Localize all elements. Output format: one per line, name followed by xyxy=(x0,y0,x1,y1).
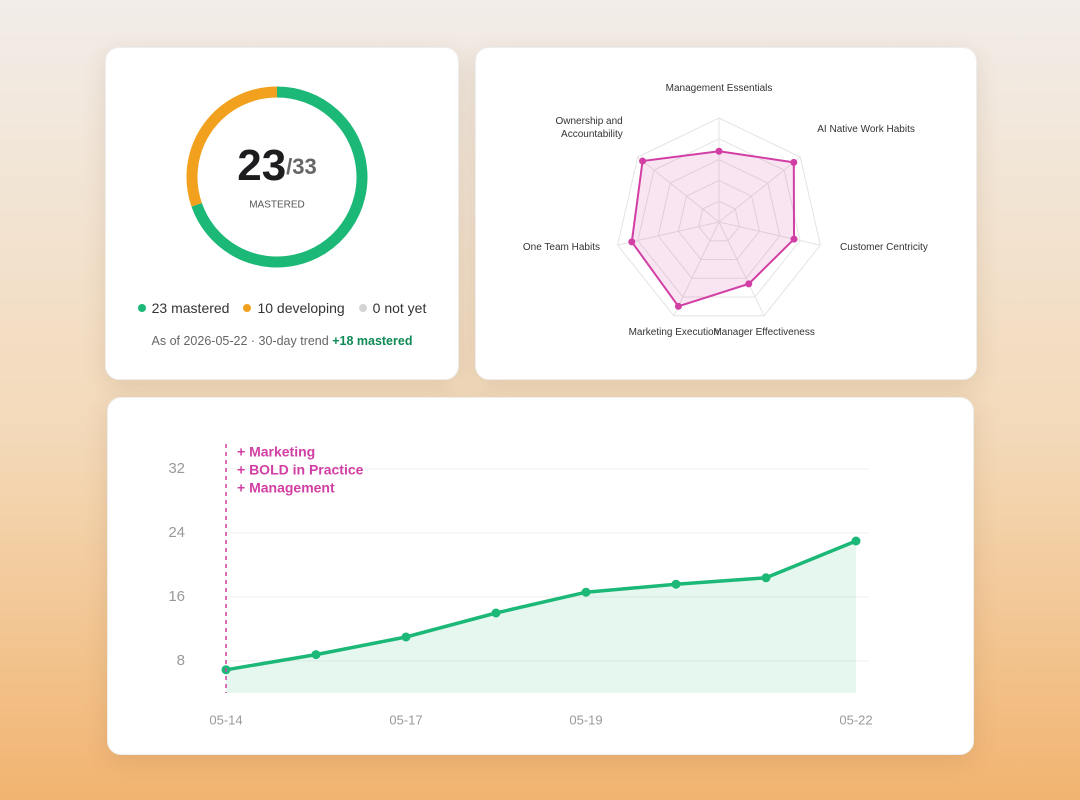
radar-point xyxy=(790,158,798,166)
point xyxy=(491,608,501,618)
mastery-card: 23/33 MASTERED 23 mastered 10 developing 0… xyxy=(105,47,459,380)
radar-point xyxy=(715,147,723,155)
radar-point xyxy=(745,280,753,288)
axis-label: Management Essentials xyxy=(665,83,773,94)
grid-ring xyxy=(637,138,801,298)
radar-area xyxy=(630,150,796,308)
axis-label: Manager Effectiveness xyxy=(713,327,815,339)
point xyxy=(761,573,771,583)
axis-label: Ownership and Accountability xyxy=(555,116,623,141)
axis-label: AI Native Work Habits xyxy=(817,124,915,136)
center-total: /33 xyxy=(286,154,317,179)
trend: +18 mastered xyxy=(332,334,413,348)
axis-label: Customer Centricity xyxy=(840,242,928,254)
axis-label: Marketing Execution xyxy=(628,327,720,339)
x-tick-label: 05-14 xyxy=(209,712,242,727)
grid-ring xyxy=(677,179,761,260)
donut-chart: 23/33 MASTERED xyxy=(186,86,368,268)
radar-point xyxy=(628,238,636,246)
legend-item: 10 developing xyxy=(243,300,345,316)
line xyxy=(225,539,857,672)
radar-point xyxy=(674,302,682,310)
y-tick-label: 8 xyxy=(177,652,185,669)
annotation-text: + Management xyxy=(237,480,335,496)
donut-segment xyxy=(191,86,368,268)
line-chart: 8 16 24 32 05-14 05-17 05-19 05-22 + Marketing + … xyxy=(168,444,872,728)
legend-label: 23 mastered xyxy=(151,300,230,316)
y-tick-label: 24 xyxy=(168,524,185,541)
x-tick-label: 05-17 xyxy=(389,712,422,727)
footer: As of 2026-05-22 · 30-day trend +18 mast… xyxy=(106,334,458,348)
x-tick-label: 05-22 xyxy=(839,712,872,727)
y-tick-label: 16 xyxy=(168,588,185,605)
point xyxy=(581,587,591,597)
spoke xyxy=(718,221,821,246)
legend: 23 mastered 10 developing 0 not yet xyxy=(106,300,458,316)
legend-item: 0 not yet xyxy=(358,300,427,316)
point xyxy=(851,536,861,546)
radar-point xyxy=(639,157,647,165)
radar-chart xyxy=(617,117,821,317)
grid-ring xyxy=(657,159,781,279)
spoke xyxy=(673,221,720,316)
legend-dot xyxy=(243,304,252,312)
donut-segment xyxy=(186,86,278,207)
point xyxy=(401,632,411,642)
grid-ring xyxy=(617,117,821,317)
center-label: MASTERED xyxy=(249,200,305,211)
center-count: 23 xyxy=(237,141,286,190)
x-tick-label: 05-19 xyxy=(569,712,602,727)
trend-card: 8 16 24 32 05-14 05-17 05-19 05-22 + Marketing + … xyxy=(107,397,974,755)
legend-dot xyxy=(358,304,367,312)
annotation-text: + Marketing xyxy=(237,444,315,460)
axis-label: One Team Habits xyxy=(522,242,600,254)
legend-dot xyxy=(137,304,146,312)
radar-point xyxy=(790,235,798,243)
note: As of 2026-05-22 · 30-day trend xyxy=(151,334,329,348)
y-tick-label: 32 xyxy=(168,460,185,477)
spoke xyxy=(637,156,720,223)
center-value: 23/33 xyxy=(237,141,317,190)
grid-ring xyxy=(698,200,740,242)
point xyxy=(671,579,681,589)
legend-label: 0 not yet xyxy=(372,300,427,316)
point xyxy=(311,650,321,660)
spoke xyxy=(718,156,801,223)
area xyxy=(226,541,856,693)
legend-item: 23 mastered xyxy=(137,300,230,316)
spoke xyxy=(718,221,765,316)
legend-label: 10 developing xyxy=(257,300,345,316)
annotation-text: + BOLD in Practice xyxy=(237,462,364,478)
radar-card: Management Essentials AI Native Work Habi… xyxy=(475,47,977,380)
